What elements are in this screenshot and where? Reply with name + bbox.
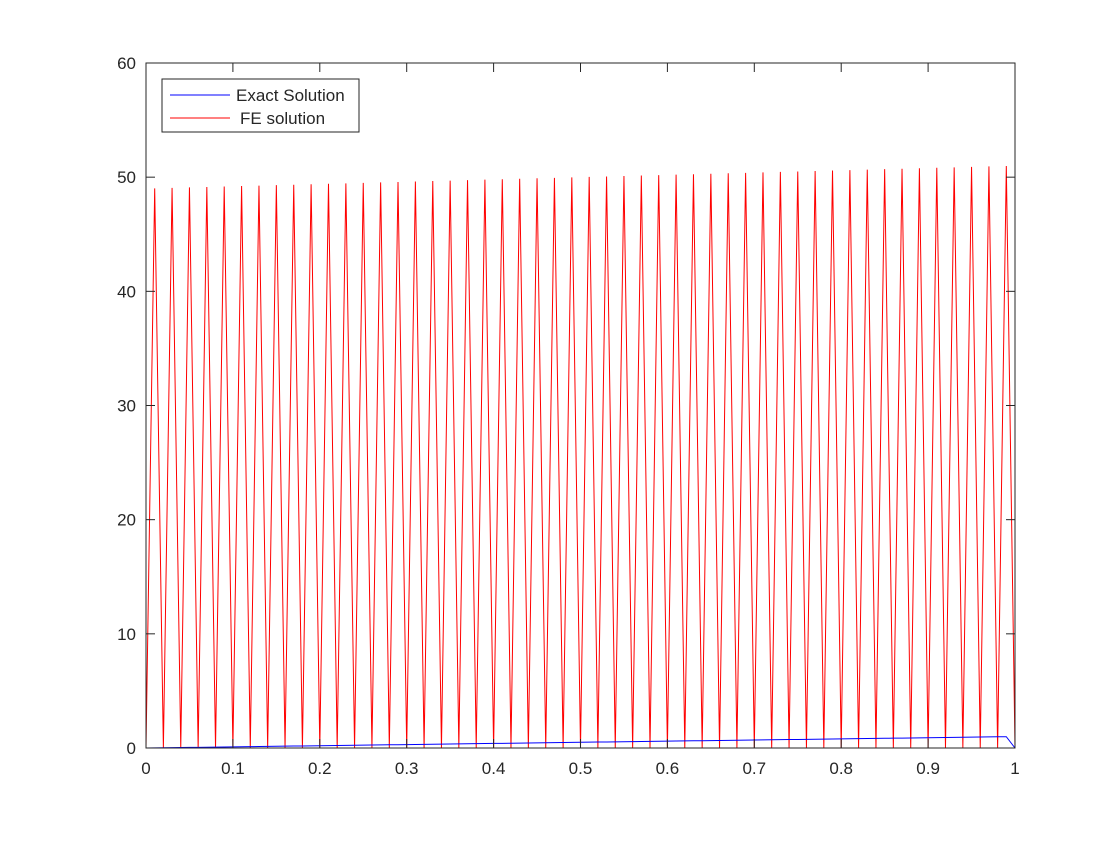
x-tick-label: 0.1 [221, 759, 245, 778]
x-tick-label: 0.7 [742, 759, 766, 778]
x-tick-label: 0.6 [656, 759, 680, 778]
y-tick-label: 40 [117, 282, 136, 301]
y-tick-label: 30 [117, 397, 136, 416]
x-tick-label: 0.5 [569, 759, 593, 778]
legend-label-fe: FE solution [240, 109, 325, 128]
y-tick-label: 50 [117, 168, 136, 187]
y-tick-label: 20 [117, 511, 136, 530]
x-tick-label: 0.4 [482, 759, 506, 778]
x-tick-label: 0.3 [395, 759, 419, 778]
axes-layer: 0 0.1 0.2 0.3 0.4 0.5 0.6 0.7 0.8 0.9 101020304050… [117, 54, 1020, 778]
x-tick-label: 1 [1010, 759, 1019, 778]
plot-background [146, 63, 1015, 748]
y-tick-label: 10 [117, 625, 136, 644]
x-tick-label: 0 [141, 759, 150, 778]
x-tick-label: 0.9 [916, 759, 940, 778]
y-tick-label: 60 [117, 54, 136, 73]
y-tick-label: 0 [127, 739, 136, 758]
x-tick-label: 0.8 [829, 759, 853, 778]
legend-box [161, 78, 360, 133]
x-tick-label: 0.2 [308, 759, 332, 778]
legend: Exact Solution FE solution [161, 78, 360, 133]
legend-label-exact: Exact Solution [236, 86, 345, 105]
